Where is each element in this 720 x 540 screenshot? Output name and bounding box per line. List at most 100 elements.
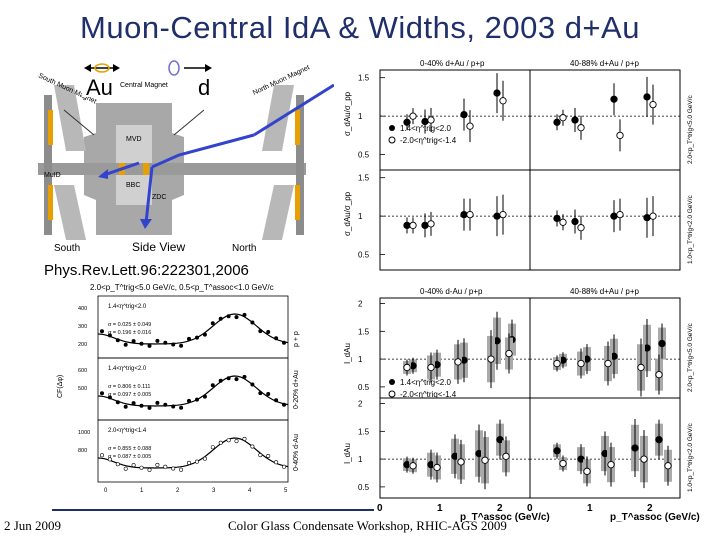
right-label: 1.0<p_T^trig<2.0 GeV/c [687,422,694,492]
cf-data-point [234,377,239,382]
ytick-label: 1.5 [358,74,370,83]
row-ylabel: I_dAu [343,443,352,464]
muid-south [44,95,52,235]
cf-data-point [234,315,239,320]
cf-data-point [282,464,287,469]
cf-data-point [131,463,136,468]
cf-xtick: 2 [176,488,180,494]
cf-data-point [107,457,112,462]
xtick-label: 2 [497,503,503,514]
filled-data-point [631,444,639,452]
open-data-point [505,349,513,358]
cf-data-point [218,378,223,383]
open-data-point [502,452,510,460]
cf-xtick: 5 [284,488,288,494]
filled-data-point [610,95,618,103]
cf-data-point [99,329,104,334]
legend-label-forward: 1.4<η^trig<2.0 [400,124,451,133]
legend-filled-marker [389,379,395,385]
cf-data-point [99,391,104,396]
label-zdc: ZDC [152,194,166,201]
open-data-point [664,462,672,470]
cf-data-point [171,404,176,409]
label-south: South [54,243,80,254]
cf-stat: σ = 0.025 ± 0.049 [108,322,151,328]
cf-stat: σ = 0.806 ± 0.111 [108,384,150,390]
cf-data-point [202,332,207,337]
cf-side-label: 0-20% d+Au [293,370,300,409]
paper-reference: Phys.Rev.Lett.96:222301,2006 [44,262,249,279]
label-muid: MuID [44,172,61,179]
cf-xtick: 4 [248,488,252,494]
cf-data-point [171,342,176,347]
filled-data-point [403,221,411,230]
beam-pipe [38,163,306,175]
cf-data-point [226,314,231,319]
cf-data-point [266,454,271,459]
open-data-point [433,463,441,472]
ytick-label: 0.5 [358,483,370,492]
row-ylabel: σ_dAu/σ_pp [343,191,352,236]
magnet-coil [48,110,53,145]
cf-ytick: 400 [78,306,87,312]
open-data-point [616,131,624,140]
open-data-point [409,462,417,470]
legend-label-backward: -2.0<η^trig<-1.4 [400,136,457,145]
cf-data-point [99,453,104,458]
cf-data-point [242,436,247,441]
legend-label-backward: -2.0<η^trig<-1.4 [400,390,457,399]
open-data-point [487,355,495,363]
open-data-point [466,122,474,130]
associate-arrow [151,133,255,169]
cf-data-point [210,321,215,326]
cf-data-point [179,343,184,348]
open-data-point [559,459,567,468]
filled-data-point [421,221,429,230]
cf-data-point [202,456,207,461]
x-axis-label: p_T^assoc (GeV/c) [610,512,700,523]
cf-data-point [195,397,200,402]
filled-data-point [403,118,411,126]
label-mvd: MVD [126,136,142,143]
cf-xtick: 1 [140,488,144,494]
label-au: Au [86,75,113,100]
open-data-point [616,210,624,219]
cf-data-point [123,466,128,471]
slide-title: Muon-Central IdA & Widths, 2003 d+Au [80,10,640,45]
open-data-point [427,363,435,372]
open-data-point [655,371,663,379]
ytick-label: 1.5 [358,427,370,436]
sigma-ratio-chart: 0-40% d+Au / p+p 40-88% d+Au / p+p σ_dAu/σ… [343,59,694,271]
panel-frame [379,169,531,271]
cf-data-point [179,405,184,410]
footer-text: Color Glass Condensate Workshop, RHIC-AG… [228,518,507,533]
cf-data-point [250,444,255,449]
cf-data-point [218,440,223,445]
cf-data-point [218,316,223,321]
cf-data-point [274,336,279,341]
cf-data-point [202,394,207,399]
cf-data-point [258,329,263,334]
cf-data-point [139,465,144,470]
panel-top-label: 0-40% d+Au / p+p [420,59,485,68]
cf-data-point [163,464,168,469]
open-data-point [649,212,657,220]
open-data-point [409,221,417,230]
panel-top-label: 40-88% d+Au / p+p [570,287,639,296]
cf-ytick: 1000 [78,430,90,436]
open-data-point [637,363,645,372]
muid-north [296,95,304,235]
open-data-point [409,112,417,120]
cf-data-point [282,402,287,407]
cf-legend: 1.4<η^trig<2.0 [108,366,147,372]
cf-data-point [107,333,112,338]
south-muon-magnet [54,85,86,151]
cf-xtick: 3 [212,488,216,494]
cf-data-point [187,398,192,403]
cf-data-point [234,439,239,444]
cf-ytick: 600 [78,368,87,374]
ytick-label: 1.5 [358,327,370,336]
cf-data-point [131,339,136,344]
idau-yield-chart: 0-40% d-Au / p+p 40-88% d+Au / p+p I_dAu 0.… [343,287,700,523]
right-label: 2.0<p_T^trig<5.0 GeV/c [687,322,694,392]
